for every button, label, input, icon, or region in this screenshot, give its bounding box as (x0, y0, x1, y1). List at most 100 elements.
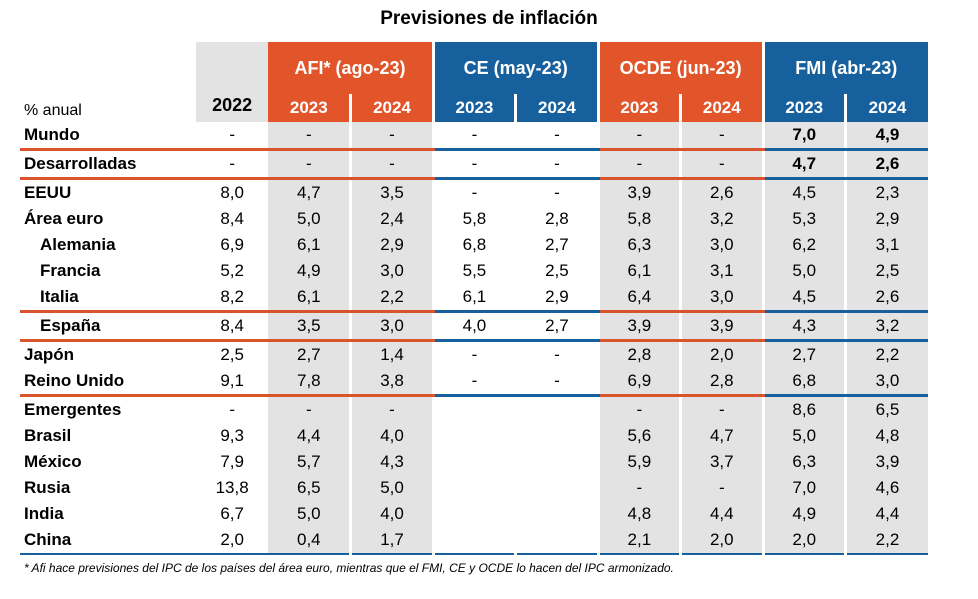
table-cell: 3,0 (349, 258, 434, 284)
table-cell: 5,8 (431, 206, 516, 232)
table-cell: 4,0 (349, 501, 434, 527)
table-cell: 3,5 (349, 178, 434, 206)
table-cell (514, 449, 599, 475)
header-group-fmi: FMI (abr-23) (761, 42, 928, 94)
table-cell: 6,5 (268, 475, 351, 501)
table-cell: - (679, 122, 764, 151)
table-cell: - (431, 340, 516, 368)
table-cell: 2,0 (761, 527, 846, 555)
table-cell: 5,3 (761, 206, 846, 232)
table-cell: 4,4 (679, 501, 764, 527)
header-year: 2024 (349, 94, 434, 122)
table-row: Emergentes - - - - -8,6 6,5 (20, 395, 928, 423)
table-cell: 9,1 (195, 368, 269, 397)
table-cell: 8,2 (195, 284, 269, 313)
table-cell: 5,5 (431, 258, 516, 284)
table-cell: 7,8 (268, 368, 351, 397)
header-year: 2024 (679, 94, 764, 122)
table-cell: 6,7 (195, 501, 269, 527)
table-cell: - (431, 149, 516, 180)
table-cell: 6,1 (268, 232, 351, 258)
table-row: Área euro 8,4 5,0 2,4 5,8 2,8 5,8 3,2 5,3 2,9 (20, 206, 928, 232)
table-row: Brasil 9,3 4,4 4,0 5,6 4,7 5,0 4,8 (20, 423, 928, 449)
table-cell: 2,3 (843, 178, 928, 206)
row-label: EEUU (24, 183, 72, 202)
table-cell: 2,7 (514, 232, 599, 258)
table-cell: 6,8 (761, 368, 846, 397)
table-cell: 2,6 (679, 178, 764, 206)
table-cell (431, 423, 516, 449)
table-cell: 13,8 (195, 475, 269, 501)
table-cell: - (596, 122, 681, 151)
table-row: Italia 8,2 6,1 2,2 6,1 2,9 6,4 3,0 4,5 2,6 (20, 284, 928, 313)
table-cell: 2,6 (843, 149, 928, 180)
table-cell: 2,5 (195, 340, 269, 368)
table-cell: 5,0 (761, 258, 846, 284)
table-cell: 3,1 (843, 232, 928, 258)
table-cell: 5,0 (761, 423, 846, 449)
table-cell: 8,4 (195, 206, 269, 232)
table-cell: - (349, 395, 434, 423)
table-cell: 4,3 (761, 311, 846, 342)
table-cell: 4,9 (843, 122, 928, 151)
row-label: Italia (20, 284, 196, 313)
table-cell: 6,4 (596, 284, 681, 313)
table-cell: 2,6 (843, 284, 928, 313)
table-cell: 4,3 (349, 449, 434, 475)
table-cell: 3,0 (679, 232, 764, 258)
row-label: España (20, 311, 196, 342)
table-row: España 8,4 3,5 3,0 4,0 2,7 3,9 3,9 4,3 3,2 (20, 311, 928, 342)
table-row: Mundo - - - - - - -7,0 4,9 (20, 122, 928, 151)
table-cell (431, 475, 516, 501)
table-cell: - (596, 149, 681, 180)
header-group-afi: AFI* (ago-23) (268, 42, 434, 94)
table-cell: 6,1 (596, 258, 681, 284)
table-cell: 2,8 (596, 340, 681, 368)
table-cell: - (431, 178, 516, 206)
table-cell: - (679, 395, 764, 423)
table-row: EEUU 8,0 4,7 3,5- -3,9 2,6 4,5 2,3 (20, 178, 928, 206)
table-row: Rusia 13,8 6,5 5,0- -7,0 4,6 (20, 475, 928, 501)
header-year: 2024 (514, 94, 599, 122)
table-cell: 5,7 (268, 449, 351, 475)
row-label: Rusia (24, 478, 71, 497)
table-title: Previsiones de inflación (380, 8, 598, 29)
table-cell: 2,5 (843, 258, 928, 284)
table-cell: - (679, 149, 764, 180)
table-cell: 8,0 (195, 178, 269, 206)
table-cell: 6,1 (268, 284, 351, 313)
table-cell (514, 395, 599, 423)
table-row: Japón 2,5 2,7 1,4- -2,8 2,0 2,7 2,2 (20, 340, 928, 368)
table-cell: - (514, 368, 599, 397)
table-cell: - (268, 395, 351, 423)
row-label: Área euro (24, 209, 104, 228)
table-cell: 2,8 (514, 206, 599, 232)
row-label: Japón (24, 345, 75, 364)
table-cell: - (514, 178, 599, 206)
row-label: Mundo (20, 122, 196, 151)
table-cell (514, 475, 599, 501)
table-cell: 2,8 (679, 368, 764, 397)
table-row: Francia 5,2 4,9 3,0 5,5 2,5 6,1 3,1 5,0 2,5 (20, 258, 928, 284)
table-cell: 4,7 (679, 423, 764, 449)
table-cell: 6,2 (761, 232, 846, 258)
table-cell: 6,5 (843, 395, 928, 423)
row-label: Brasil (24, 426, 72, 445)
table-cell: - (195, 149, 269, 180)
table-cell (431, 501, 516, 527)
table-cell: 3,8 (349, 368, 434, 397)
header-year: 2023 (268, 94, 351, 122)
table-cell: 2,4 (349, 206, 434, 232)
table-cell: 4,0 (431, 311, 516, 342)
table-cell: 6,9 (596, 368, 681, 397)
table-cell: - (268, 149, 351, 180)
row-label: Emergentes (24, 400, 122, 419)
table-cell: 4,7 (761, 149, 846, 180)
table-cell: 4,9 (761, 501, 846, 527)
table-cell: 5,2 (195, 258, 269, 284)
table-cell: 4,9 (268, 258, 351, 284)
table-cell: - (349, 122, 434, 151)
table-row: India 6,7 5,0 4,0 4,8 4,4 4,9 4,4 (20, 501, 928, 527)
table-cell: 3,5 (268, 311, 351, 342)
row-label: India (24, 504, 64, 523)
